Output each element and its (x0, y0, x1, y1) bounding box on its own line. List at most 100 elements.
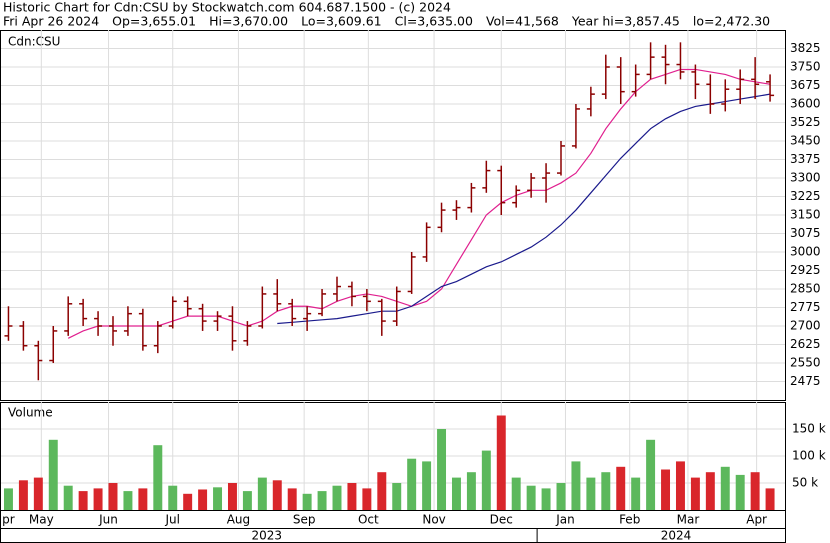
volume-bar (646, 439, 656, 510)
y-tick-label: 3000 (790, 245, 821, 259)
volume-bar (466, 472, 476, 510)
x-tick-label: Sep (293, 513, 316, 527)
y-tick-label: 3300 (790, 171, 821, 185)
volume-bar (332, 485, 342, 510)
x-tick-label: Jun (98, 513, 118, 527)
volume-bar (48, 439, 58, 510)
stat: Op=3,655.01 (112, 14, 196, 29)
volume-bar (631, 477, 641, 510)
y-tick-label: 3525 (790, 115, 821, 129)
volume-bar (108, 483, 118, 510)
y-tick-label: 3150 (790, 208, 821, 222)
x-tick-label: Feb (619, 513, 640, 527)
volume-bar (437, 429, 447, 510)
volume-bar (675, 461, 685, 510)
volume-bar (287, 488, 297, 510)
y-tick-label: 3600 (790, 97, 821, 111)
volume-bar (33, 477, 43, 510)
volume-bar (183, 493, 193, 510)
x-tick-label: Nov (422, 513, 445, 527)
x-tick-label: pr (2, 513, 15, 527)
y-tick-label: 3675 (790, 78, 821, 92)
stat: Year hi=3,857.45 (571, 14, 680, 29)
volume-bar (541, 488, 551, 510)
volume-bar (705, 472, 715, 510)
volume-tick-label: 150 k (792, 422, 826, 436)
y-tick-label: 2625 (790, 337, 821, 351)
volume-bar (242, 491, 252, 510)
stat: Cl=3,635.00 (395, 14, 473, 29)
volume-bar (556, 483, 566, 510)
moving-average (67, 68, 771, 339)
stat: Lo=3,609.61 (301, 14, 382, 29)
volume-bar (3, 488, 13, 510)
volume-bar (407, 458, 417, 510)
symbol-label: Cdn:CSU (8, 35, 60, 49)
volume-tick-label: 50 k (792, 476, 818, 490)
volume-bar (317, 491, 327, 510)
price-panel (0, 30, 786, 401)
volume-bar (422, 461, 432, 510)
stat: lo=2,472.30 (693, 14, 770, 29)
chart-title: Historic Chart for Cdn:CSU by Stockwatch… (3, 0, 451, 15)
volume-bar (227, 483, 237, 510)
y-tick-label: 2925 (790, 263, 821, 277)
volume-bar (78, 491, 88, 510)
x-tick-label: Apr (746, 513, 767, 527)
volume-bar (302, 493, 312, 510)
volume-label: Volume (8, 406, 53, 420)
volume-bar (18, 480, 28, 510)
volume-bar (690, 477, 700, 510)
x-tick-label: May (29, 513, 54, 527)
year-label: 2023 (252, 529, 283, 543)
volume-bar (451, 477, 461, 510)
x-tick-label: Dec (490, 513, 513, 527)
x-tick-label: Jan (555, 513, 575, 527)
volume-bar (392, 483, 402, 510)
volume-tick-label: 100 k (792, 449, 826, 463)
y-tick-label: 2700 (790, 319, 821, 333)
volume-bar (153, 445, 163, 510)
volume-bar (496, 415, 506, 510)
x-tick-label: Jul (164, 513, 179, 527)
volume-bar (168, 485, 178, 510)
volume-bar (272, 480, 282, 510)
volume-bar (63, 485, 73, 510)
volume-bar (601, 472, 611, 510)
volume-bar (661, 469, 671, 510)
volume-bar (198, 489, 208, 510)
moving-average (277, 93, 771, 325)
y-tick-label: 3450 (790, 134, 821, 148)
volume-bar (123, 491, 133, 510)
volume-bar (526, 485, 536, 510)
volume-bar (257, 477, 267, 510)
year-label: 2024 (661, 529, 692, 543)
volume-bar (765, 488, 775, 510)
y-tick-label: 3825 (790, 41, 821, 55)
volume-bar (586, 477, 596, 510)
stats-line: Fri Apr 26 2024 Op=3,655.01 Hi=3,670.00 Lo=… (3, 14, 770, 29)
volume-bar (377, 472, 387, 510)
y-tick-label: 3225 (790, 189, 821, 203)
y-tick-label: 2850 (790, 282, 821, 296)
y-tick-label: 2475 (790, 374, 821, 388)
volume-bar (347, 483, 357, 510)
volume-bar (213, 487, 223, 510)
y-tick-label: 3075 (790, 226, 821, 240)
volume-bar (750, 472, 760, 510)
y-tick-label: 3750 (790, 60, 821, 74)
stat: Hi=3,670.00 (209, 14, 288, 29)
volume-bar (571, 461, 581, 510)
volume-bar (93, 488, 103, 510)
y-tick-label: 2775 (790, 300, 821, 314)
x-tick-label: Mar (677, 513, 700, 527)
stat: Vol=41,568 (486, 14, 559, 29)
volume-bar (720, 466, 730, 510)
volume-bar (362, 488, 372, 510)
y-tick-label: 2550 (790, 356, 821, 370)
volume-bar (616, 466, 626, 510)
x-tick-label: Aug (227, 513, 250, 527)
volume-bar (481, 450, 491, 510)
